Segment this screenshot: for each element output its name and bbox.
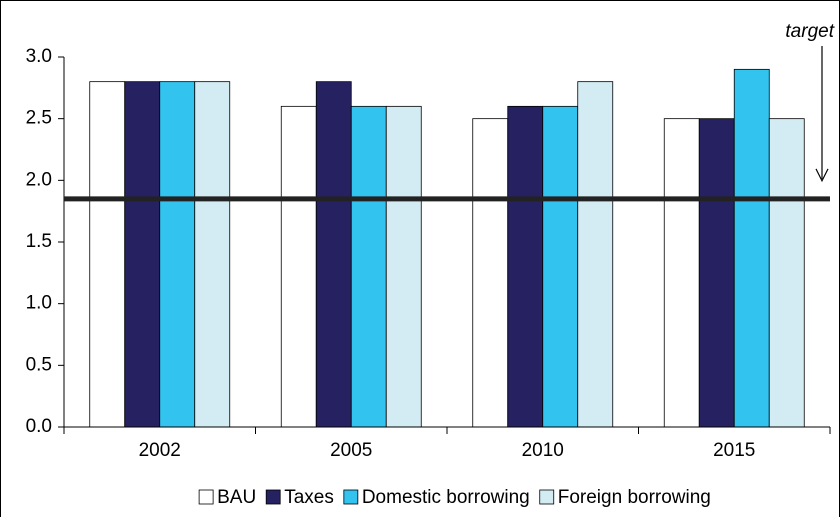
y-tick-label: 0.5	[26, 354, 52, 375]
bar	[315, 81, 352, 428]
legend-swatch	[265, 489, 281, 505]
bar	[124, 81, 161, 428]
bar	[768, 118, 805, 428]
bar	[577, 81, 614, 428]
target-label: target	[785, 21, 834, 42]
legend-swatch	[539, 489, 555, 505]
x-tick-label: 2010	[522, 440, 564, 461]
x-tick-label: 2005	[330, 440, 372, 461]
bar	[542, 105, 579, 428]
target-arrowhead	[815, 168, 829, 183]
bar	[733, 68, 770, 428]
bar	[507, 105, 544, 428]
legend-label: Taxes	[284, 487, 334, 508]
legend: BAU Taxes Domestic borrowing Foreign borrow…	[198, 487, 711, 508]
legend-label: Foreign borrowing	[558, 487, 711, 508]
legend-label: Domestic borrowing	[362, 487, 530, 508]
bar	[89, 81, 126, 428]
bar	[698, 118, 735, 428]
bar	[385, 105, 422, 428]
y-tick-label: 2.0	[26, 169, 52, 190]
bar	[159, 81, 196, 428]
legend-swatch	[198, 489, 214, 505]
bar	[663, 118, 700, 428]
bar	[350, 105, 387, 428]
x-tick-label: 2015	[713, 440, 755, 461]
y-tick-label: 1.5	[26, 231, 52, 252]
y-tick-label: 0.0	[26, 416, 52, 437]
y-tick-label: 1.0	[26, 293, 52, 314]
legend-label: BAU	[217, 487, 256, 508]
legend-swatch	[343, 489, 359, 505]
bar	[194, 81, 231, 428]
y-tick-label: 2.5	[26, 108, 52, 129]
y-tick-label: 3.0	[26, 46, 52, 67]
bar	[280, 105, 317, 428]
bar	[472, 118, 509, 428]
x-tick-label: 2002	[139, 440, 181, 461]
